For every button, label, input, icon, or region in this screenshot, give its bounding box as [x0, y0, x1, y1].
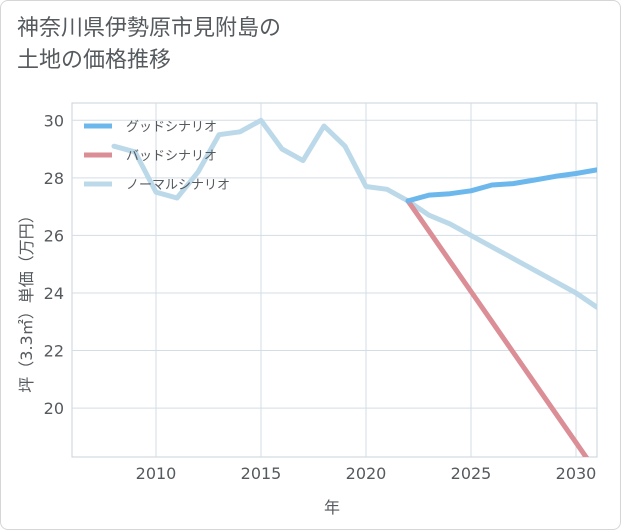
grid	[71, 102, 598, 458]
series-lines	[111, 117, 597, 457]
y-tick-label: 30	[44, 111, 64, 130]
y-tick-label: 26	[44, 226, 64, 245]
series-line-2	[405, 198, 590, 457]
y-tick-label: 20	[44, 399, 64, 418]
title-line-2: 土地の価格推移	[17, 48, 172, 73]
legend-label: ノーマルシナリオ	[126, 178, 230, 193]
y-tick-label: 28	[44, 169, 64, 188]
legend-label: グッドシナリオ	[126, 120, 217, 135]
x-tick-label: 2015	[241, 464, 282, 483]
x-tick-label: 2020	[346, 464, 387, 483]
plot-border	[71, 102, 598, 458]
tick-labels: 2010 2015 2020 2025 2030 20 22 24 26 28 30	[44, 111, 597, 483]
x-tick-label: 2010	[136, 464, 177, 483]
y-tick-label: 24	[44, 284, 64, 303]
x-axis-label: 年	[324, 498, 340, 517]
title-line-1: 神奈川県伊勢原市見附島の	[17, 16, 282, 41]
series-line-1	[405, 167, 597, 204]
x-tick-label: 2030	[556, 464, 597, 483]
series-line-3	[111, 117, 597, 310]
chart-title: 神奈川県伊勢原市見附島の 土地の価格推移	[17, 13, 537, 77]
legend-label: バッドシナリオ	[126, 149, 217, 164]
y-axis-label: 坪（3.3㎡）単価（万円）	[17, 207, 36, 392]
y-tick-label: 22	[44, 342, 64, 361]
x-tick-label: 2025	[451, 464, 492, 483]
